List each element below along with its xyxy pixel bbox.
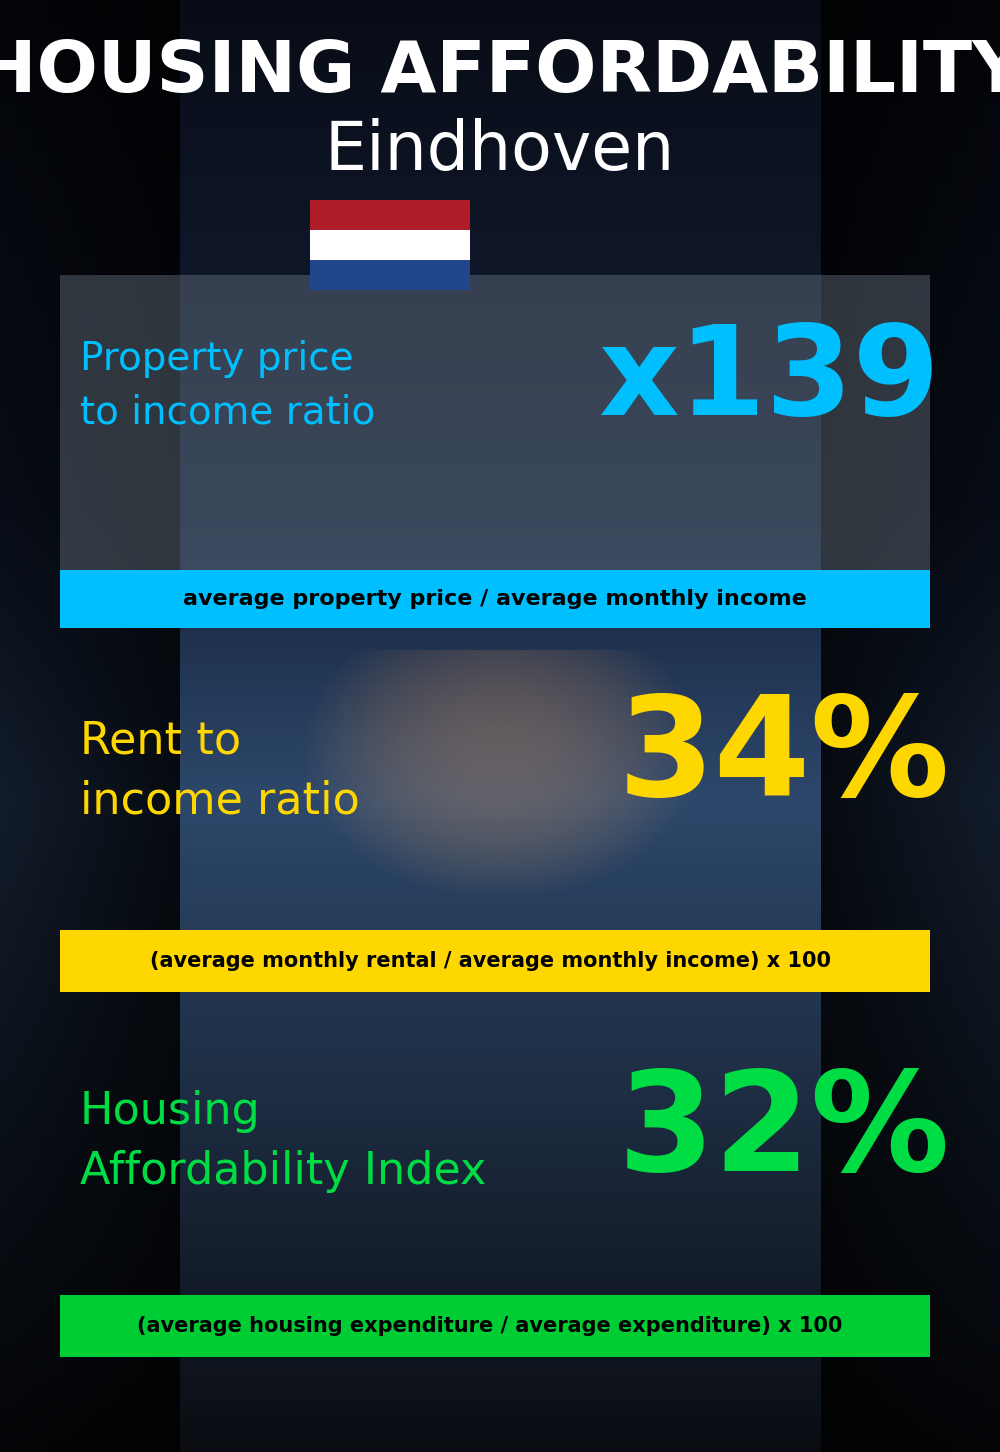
Text: HOUSING AFFORDABILITY: HOUSING AFFORDABILITY xyxy=(0,38,1000,107)
Text: (average monthly rental / average monthly income) x 100: (average monthly rental / average monthl… xyxy=(150,951,830,971)
Bar xyxy=(60,1295,930,1358)
Bar xyxy=(310,229,470,260)
Text: 34%: 34% xyxy=(618,690,950,825)
Bar xyxy=(60,274,930,575)
Text: Rent to
income ratio: Rent to income ratio xyxy=(80,720,360,823)
Bar xyxy=(60,929,930,992)
Text: average property price / average monthly income: average property price / average monthly… xyxy=(183,590,807,608)
Text: (average housing expenditure / average expenditure) x 100: (average housing expenditure / average e… xyxy=(137,1316,843,1336)
Bar xyxy=(310,200,470,229)
Text: Property price
to income ratio: Property price to income ratio xyxy=(80,340,375,431)
Text: Housing
Affordability Index: Housing Affordability Index xyxy=(80,1090,486,1194)
Text: 32%: 32% xyxy=(618,1064,950,1199)
Text: Eindhoven: Eindhoven xyxy=(325,118,675,184)
Bar xyxy=(310,260,470,290)
Text: x139: x139 xyxy=(598,319,940,441)
Bar xyxy=(60,571,930,629)
